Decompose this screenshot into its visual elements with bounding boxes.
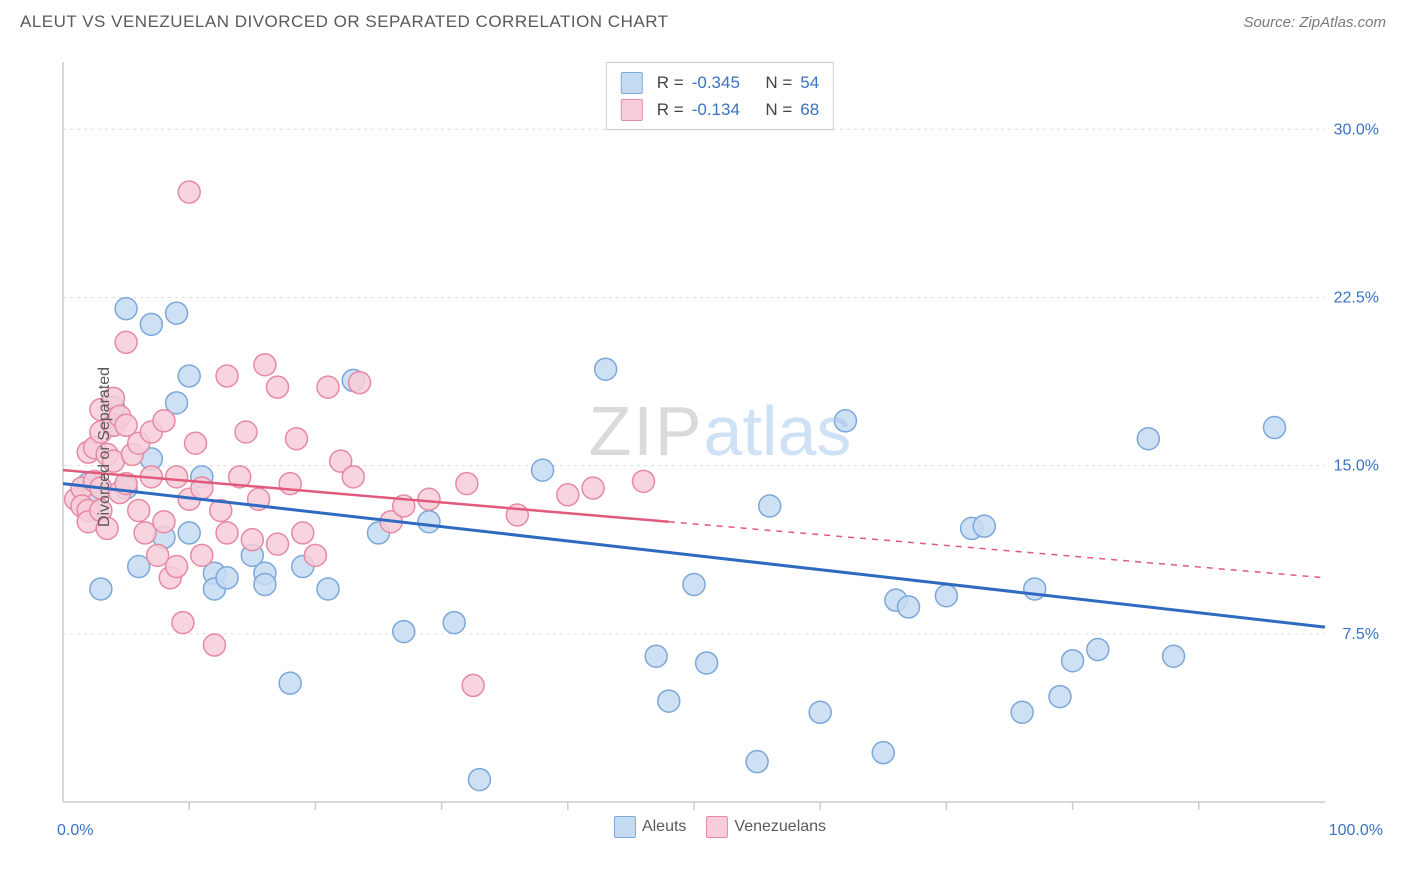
legend-label: Aleuts — [642, 818, 686, 835]
svg-text:30.0%: 30.0% — [1334, 121, 1379, 138]
legend-swatch — [706, 816, 728, 838]
legend-item: Aleuts — [614, 816, 686, 838]
n-value: 54 — [800, 69, 819, 96]
legend-label: Venezuelans — [734, 818, 826, 835]
r-label: R = — [657, 69, 684, 96]
svg-text:7.5%: 7.5% — [1343, 626, 1379, 643]
legend-swatch — [614, 816, 636, 838]
svg-text:15.0%: 15.0% — [1334, 458, 1379, 475]
n-value: 68 — [800, 96, 819, 123]
r-label: R = — [657, 96, 684, 123]
legend-swatch — [621, 72, 643, 94]
correlation-legend: R = -0.345 N = 54R = -0.134 N = 68 — [606, 62, 834, 130]
scatter-plot: 7.5% 15.0% 22.5% 30.0% — [55, 52, 1385, 842]
svg-text:22.5%: 22.5% — [1334, 289, 1379, 306]
legend-swatch — [621, 99, 643, 121]
n-label: N = — [765, 69, 792, 96]
y-axis-label: Divorced or Separated — [96, 367, 114, 527]
x-axis-max-label: 100.0% — [1329, 822, 1383, 840]
r-value: -0.134 — [692, 96, 740, 123]
chart-area: Divorced or Separated 7.5% 15.0% 22.5% 30.0… — [55, 52, 1385, 842]
correlation-row: R = -0.345 N = 54 — [621, 69, 819, 96]
chart-header: ALEUT VS VENEZUELAN DIVORCED OR SEPARATE… — [0, 0, 1406, 40]
r-value: -0.345 — [692, 69, 740, 96]
chart-source: Source: ZipAtlas.com — [1243, 14, 1386, 31]
legend-item: Venezuelans — [706, 816, 826, 838]
chart-title: ALEUT VS VENEZUELAN DIVORCED OR SEPARATE… — [20, 12, 669, 32]
x-axis-min-label: 0.0% — [57, 822, 93, 840]
series-legend: Aleuts Venezuelans — [614, 816, 826, 838]
n-label: N = — [765, 96, 792, 123]
correlation-row: R = -0.134 N = 68 — [621, 96, 819, 123]
